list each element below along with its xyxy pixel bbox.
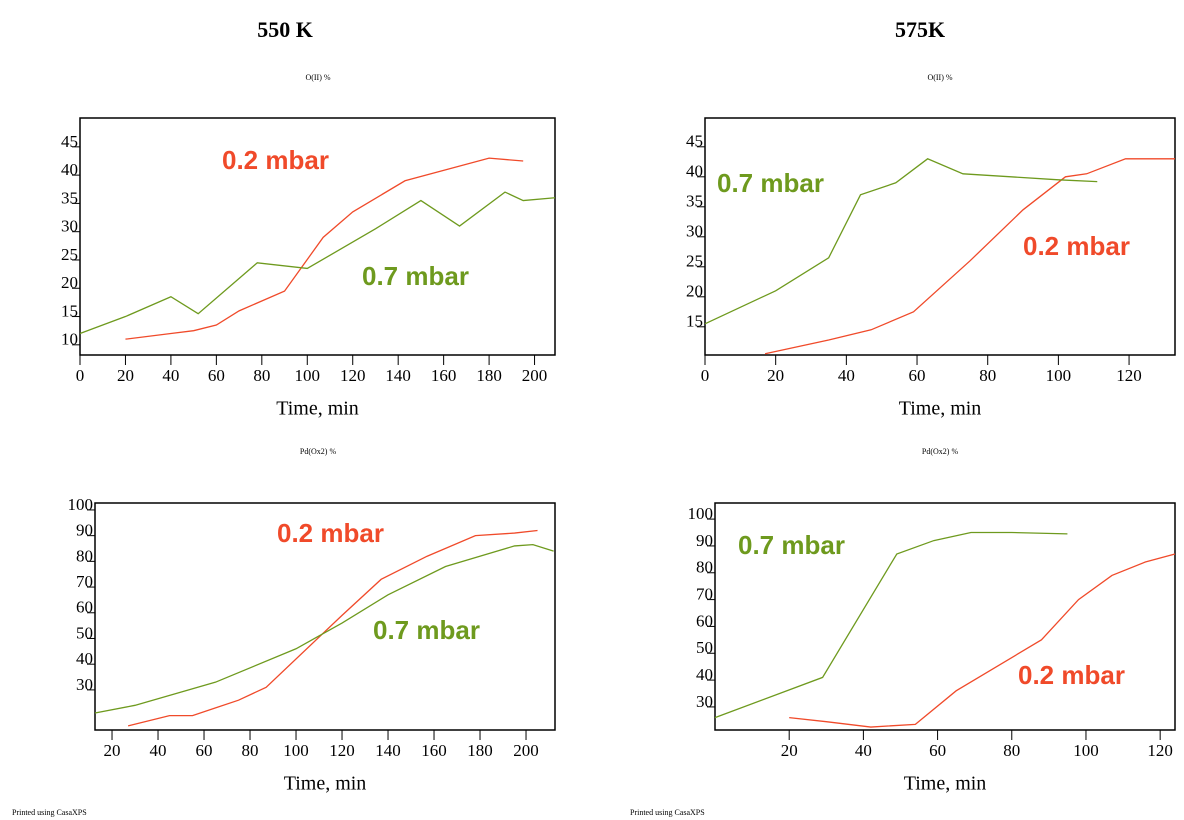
y-tick-label: 35 (61, 188, 78, 207)
series-label: 0.7 mbar (373, 615, 480, 645)
series-label: 0.2 mbar (222, 145, 329, 175)
y-tick-label: 70 (76, 572, 93, 591)
data-line (714, 531, 1068, 719)
y-tick-label: 45 (61, 132, 78, 151)
y-tick-label: 20 (61, 273, 78, 292)
x-tick-label: 200 (513, 741, 539, 760)
chart-title: Pd(Ox2) % (922, 447, 959, 456)
x-tick-label: 120 (340, 366, 366, 385)
plot-frame (714, 502, 1176, 731)
x-tick-label: 140 (385, 366, 411, 385)
x-tick-label: 40 (855, 741, 872, 760)
y-tick-label: 10 (61, 330, 78, 349)
series-label: 0.2 mbar (277, 518, 384, 548)
x-tick-label: 100 (283, 741, 309, 760)
y-tick-label: 100 (68, 495, 94, 514)
y-tick-label: 20 (686, 282, 703, 301)
footer: Printed using CasaXPS (630, 808, 705, 817)
y-tick-label: 35 (686, 192, 703, 211)
y-tick-label: 40 (686, 162, 703, 181)
y-tick-label: 45 (686, 132, 703, 151)
x-tick-label: 80 (242, 741, 259, 760)
data-line (94, 543, 554, 714)
y-tick-label: 15 (686, 312, 703, 331)
x-axis-label: Time, min (899, 398, 982, 420)
y-tick-label: 70 (696, 585, 713, 604)
x-tick-label: 100 (295, 366, 321, 385)
x-tick-label: 60 (909, 366, 926, 385)
x-tick-label: 120 (1116, 366, 1142, 385)
x-axis-label: Time, min (284, 773, 367, 795)
x-tick-label: 60 (929, 741, 946, 760)
x-tick-label: 40 (162, 366, 179, 385)
x-tick-label: 40 (838, 366, 855, 385)
x-tick-label: 20 (104, 741, 121, 760)
x-tick-label: 180 (476, 366, 502, 385)
data-line (125, 157, 524, 340)
y-tick-label: 30 (61, 217, 78, 236)
data-line (79, 191, 556, 335)
chart-title: Pd(Ox2) % (300, 447, 337, 456)
x-axis-label: Time, min (276, 398, 359, 420)
y-tick-label: 25 (686, 252, 703, 271)
series-label: 0.7 mbar (362, 261, 469, 291)
y-tick-label: 90 (696, 531, 713, 550)
x-tick-label: 60 (196, 741, 213, 760)
y-tick-label: 30 (686, 222, 703, 241)
y-tick-label: 60 (696, 611, 713, 630)
series-label: 0.7 mbar (738, 530, 845, 560)
x-tick-label: 80 (253, 366, 270, 385)
plot-frame (94, 502, 556, 731)
x-tick-label: 20 (117, 366, 134, 385)
data-line (789, 553, 1176, 728)
y-tick-label: 15 (61, 301, 78, 320)
y-tick-label: 60 (76, 598, 93, 617)
x-tick-label: 200 (522, 366, 548, 385)
y-tick-label: 30 (696, 692, 713, 711)
chart-title: O(II) % (305, 73, 330, 82)
x-tick-label: 160 (421, 741, 447, 760)
x-tick-label: 140 (375, 741, 401, 760)
y-tick-label: 90 (76, 521, 93, 540)
x-tick-label: 100 (1073, 741, 1099, 760)
y-tick-label: 40 (696, 665, 713, 684)
x-tick-label: 120 (329, 741, 355, 760)
y-tick-label: 100 (688, 504, 714, 523)
data-line (127, 529, 538, 727)
data-line (704, 158, 1098, 325)
series-label: 0.2 mbar (1023, 231, 1130, 261)
x-tick-label: 180 (467, 741, 493, 760)
x-tick-label: 40 (150, 741, 167, 760)
x-tick-label: 20 (781, 741, 798, 760)
x-tick-label: 0 (701, 366, 710, 385)
footer: Printed using CasaXPS (12, 808, 87, 817)
plot-frame (79, 117, 556, 356)
series-label: 0.7 mbar (717, 168, 824, 198)
x-axis-label: Time, min (904, 773, 987, 795)
y-tick-label: 40 (76, 649, 93, 668)
y-tick-label: 80 (76, 546, 93, 565)
data-line (764, 158, 1175, 355)
y-tick-label: 50 (696, 638, 713, 657)
x-tick-label: 120 (1147, 741, 1173, 760)
column-heading: 575K (895, 17, 945, 42)
x-tick-label: 60 (208, 366, 225, 385)
y-tick-label: 80 (696, 558, 713, 577)
y-tick-label: 30 (76, 675, 93, 694)
series-label: 0.2 mbar (1018, 660, 1125, 690)
x-tick-label: 160 (431, 366, 457, 385)
y-tick-label: 25 (61, 245, 78, 264)
x-tick-label: 100 (1046, 366, 1072, 385)
chart-title: O(II) % (927, 73, 952, 82)
y-tick-label: 50 (76, 623, 93, 642)
x-tick-label: 20 (767, 366, 784, 385)
column-heading: 550 K (257, 17, 313, 42)
x-tick-label: 80 (1003, 741, 1020, 760)
y-tick-label: 40 (61, 160, 78, 179)
x-tick-label: 0 (76, 366, 85, 385)
x-tick-label: 80 (979, 366, 996, 385)
